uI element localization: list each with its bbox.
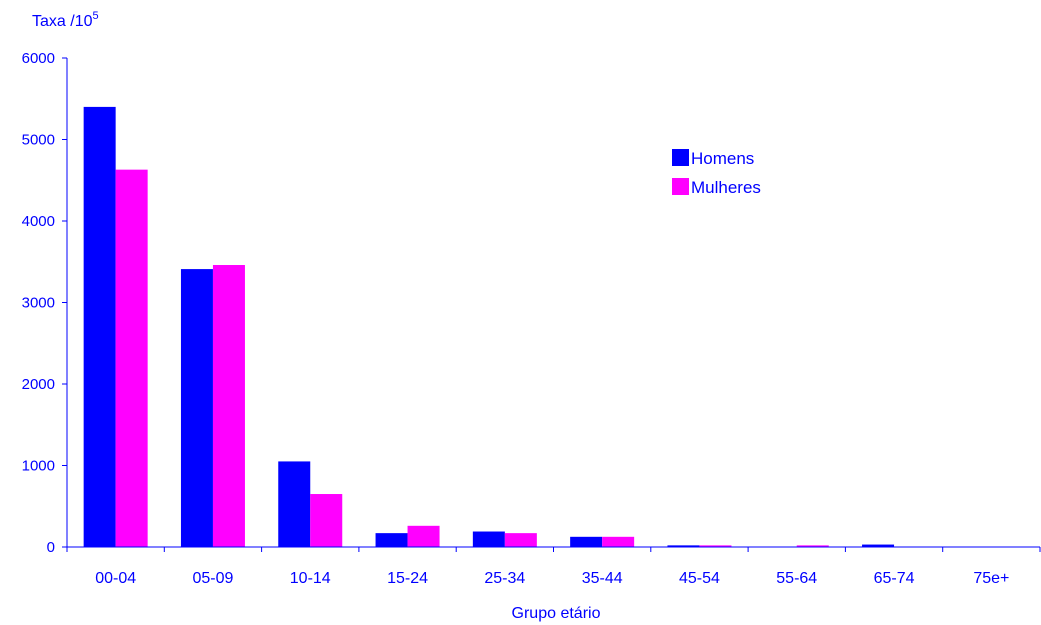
y-axis-ticks: 0 1000 2000 3000 4000 5000 6000	[22, 50, 67, 556]
bar-homens-45-54	[667, 545, 700, 547]
x-tick-label: 10-14	[290, 570, 331, 587]
y-tick-label: 4000	[22, 213, 55, 230]
y-tick-label: 0	[47, 539, 55, 556]
legend-swatch-homens	[672, 149, 689, 166]
bar-homens-35-44	[570, 536, 603, 547]
y-axis-label-exponent: 5	[92, 10, 98, 22]
x-tick-label: 75e+	[973, 570, 1009, 587]
bar-mulheres-00-04	[115, 169, 148, 547]
x-tick-label: 00-04	[95, 570, 136, 587]
y-tick-label: 6000	[22, 50, 55, 67]
x-tick-label: 55-64	[776, 570, 817, 587]
legend-label-mulheres: Mulheres	[691, 178, 761, 197]
y-axis-label: Taxa /10	[32, 13, 93, 30]
y-tick-label: 2000	[22, 376, 55, 393]
y-tick-label: 3000	[22, 295, 55, 312]
bar-mulheres-35-44	[602, 536, 635, 547]
x-tick-label: 15-24	[387, 570, 428, 587]
bar-homens-25-34	[472, 531, 505, 547]
legend-label-homens: Homens	[691, 149, 754, 168]
x-tick-label: 35-44	[582, 570, 623, 587]
bar-homens-10-14	[278, 461, 311, 547]
legend-swatch-mulheres	[672, 178, 689, 195]
svg-text:Taxa /105: Taxa /105	[32, 10, 99, 30]
x-tick-label: 45-54	[679, 570, 720, 587]
x-tick-label: 05-09	[192, 570, 233, 587]
legend: Homens Mulheres	[672, 149, 761, 197]
bar-homens-05-09	[180, 269, 213, 547]
bar-mulheres-05-09	[212, 265, 245, 547]
x-tick-label: 65-74	[874, 570, 915, 587]
y-tick-label: 5000	[22, 132, 55, 149]
bar-mulheres-45-54	[699, 545, 732, 547]
bar-homens-00-04	[83, 106, 116, 548]
x-tick-label: 25-34	[484, 570, 525, 587]
y-axis-title: Taxa /105	[32, 10, 99, 30]
bar-homens-65-74	[862, 544, 895, 547]
y-tick-label: 1000	[22, 458, 55, 475]
bar-mulheres-15-24	[407, 525, 440, 547]
bar-mulheres-55-64	[796, 545, 829, 547]
bar-homens-15-24	[375, 533, 408, 547]
x-axis-ticks: 00-04 05-09 10-14 15-24 25-34 35-44 45-54 55-64…	[66, 547, 1041, 587]
bars	[83, 106, 895, 548]
x-axis-label: Grupo etário	[512, 605, 601, 622]
bar-mulheres-25-34	[504, 533, 537, 547]
bar-mulheres-10-14	[310, 494, 343, 547]
